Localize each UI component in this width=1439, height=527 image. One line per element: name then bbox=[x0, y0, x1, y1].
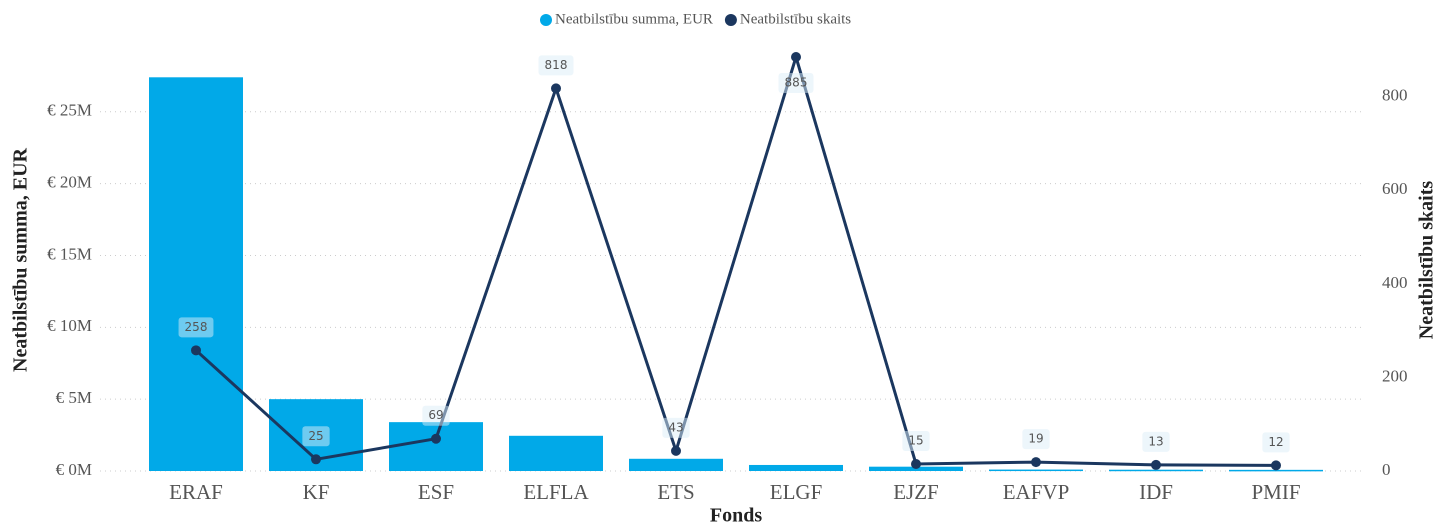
bar bbox=[749, 464, 843, 471]
data-label-bg bbox=[1022, 429, 1050, 450]
data-label: 818 bbox=[545, 58, 568, 72]
data-label: 13 bbox=[1148, 434, 1163, 448]
data-label-group: 69 bbox=[422, 405, 450, 426]
bar bbox=[629, 458, 723, 471]
line-point bbox=[1271, 460, 1281, 471]
bar bbox=[1229, 469, 1323, 472]
data-label-group: 12 bbox=[1262, 432, 1290, 453]
x-tick-label: EJZF bbox=[893, 480, 939, 504]
x-tick-label: ETS bbox=[657, 480, 694, 504]
data-label-bg bbox=[538, 55, 574, 76]
line-point bbox=[911, 458, 921, 469]
y2-tick-label: 0 bbox=[1382, 460, 1391, 479]
y-tick-label: € 25M bbox=[47, 101, 92, 120]
data-label-bg bbox=[1142, 431, 1170, 452]
y-tick-label: € 10M bbox=[47, 316, 92, 335]
data-label-group: 885 bbox=[778, 73, 814, 94]
data-label-bg bbox=[302, 426, 330, 447]
bar bbox=[509, 435, 603, 471]
line-point bbox=[1031, 457, 1041, 468]
line-point bbox=[311, 454, 321, 465]
data-label-group: 13 bbox=[1142, 431, 1170, 452]
line-point bbox=[671, 445, 681, 456]
x-tick-label: ESF bbox=[418, 480, 454, 504]
data-label-group: 818 bbox=[538, 55, 574, 76]
data-label-group: 19 bbox=[1022, 429, 1050, 450]
x-tick-label: ELGF bbox=[770, 480, 823, 504]
data-label-group: 43 bbox=[662, 417, 690, 438]
data-label-group: 15 bbox=[902, 430, 930, 451]
x-axis-title: Fonds bbox=[710, 505, 762, 527]
y-tick-label: € 5M bbox=[56, 388, 92, 407]
data-label: 12 bbox=[1268, 435, 1283, 449]
y-tick-label: € 20M bbox=[47, 173, 92, 192]
y2-tick-label: 200 bbox=[1382, 366, 1408, 385]
x-tick-label: ELFLA bbox=[523, 480, 589, 504]
x-tick-label: PMIF bbox=[1251, 480, 1300, 504]
data-label-group: 25 bbox=[302, 426, 330, 447]
bar bbox=[389, 422, 483, 471]
x-tick-label: IDF bbox=[1139, 480, 1173, 504]
y-tick-label: € 0M bbox=[56, 460, 92, 479]
line bbox=[194, 51, 1277, 467]
data-label: 19 bbox=[1028, 432, 1043, 446]
y2-tick-label: 600 bbox=[1382, 179, 1408, 198]
line-point bbox=[791, 52, 801, 63]
line-point bbox=[551, 83, 561, 94]
bar bbox=[1109, 469, 1203, 472]
data-label-bg bbox=[178, 317, 214, 338]
y2-tick-label: 800 bbox=[1382, 86, 1408, 105]
legend-label: Neatbilstību summa, EUR bbox=[555, 11, 713, 27]
data-label-group: 258 bbox=[178, 317, 214, 338]
y2-tick-label: 400 bbox=[1382, 273, 1408, 292]
data-label: 43 bbox=[668, 420, 683, 434]
y-tick-label: € 15M bbox=[47, 244, 92, 263]
x-tick-label: KF bbox=[303, 480, 330, 504]
data-label-bg bbox=[778, 73, 814, 94]
bar bbox=[149, 77, 243, 471]
data-label-bg bbox=[662, 417, 690, 438]
data-label-bg bbox=[422, 405, 450, 426]
data-label: 885 bbox=[785, 76, 808, 90]
y-axis-title: Neatbilstību summa, EUR bbox=[10, 147, 32, 371]
data-label-bg bbox=[1262, 432, 1290, 453]
y2-axis-title: Neatbilstību skaits bbox=[1416, 181, 1438, 340]
x-tick-label: EAFVP bbox=[1003, 480, 1070, 504]
legend-marker bbox=[540, 14, 552, 26]
data-label-bg bbox=[902, 430, 930, 451]
data-label: 15 bbox=[908, 433, 923, 447]
line-point bbox=[1151, 459, 1161, 470]
line-point bbox=[431, 433, 441, 444]
x-tick-label: ERAF bbox=[169, 480, 223, 504]
legend-marker bbox=[724, 14, 737, 26]
data-label: 69 bbox=[428, 408, 443, 422]
data-label: 258 bbox=[185, 320, 208, 334]
bar bbox=[989, 469, 1083, 472]
legend-label: Neatbilstību skaits bbox=[740, 11, 851, 27]
data-label: 25 bbox=[308, 429, 323, 443]
line-point bbox=[191, 345, 201, 356]
